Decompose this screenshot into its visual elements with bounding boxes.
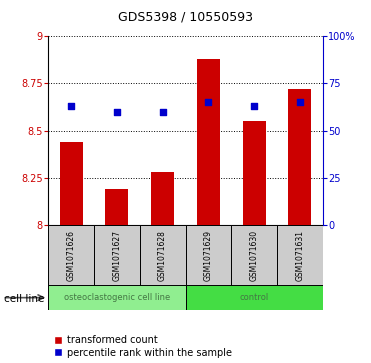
- Text: control: control: [240, 293, 269, 302]
- Bar: [60, 142, 82, 225]
- Point: [297, 99, 303, 105]
- Bar: [231, 225, 277, 287]
- Text: GSM1071629: GSM1071629: [204, 231, 213, 281]
- Text: cell line: cell line: [4, 294, 44, 305]
- Text: GSM1071627: GSM1071627: [112, 231, 121, 281]
- Point: [160, 109, 165, 115]
- Bar: [243, 121, 266, 225]
- Point: [68, 103, 74, 109]
- Bar: [186, 285, 323, 310]
- Text: GSM1071626: GSM1071626: [67, 231, 76, 281]
- Text: GSM1071631: GSM1071631: [295, 231, 304, 281]
- Text: osteoclastogenic cell line: osteoclastogenic cell line: [64, 293, 170, 302]
- Bar: [277, 225, 323, 287]
- Point: [206, 99, 211, 105]
- Bar: [48, 285, 186, 310]
- Bar: [140, 225, 186, 287]
- Point: [114, 109, 120, 115]
- Legend: transformed count, percentile rank within the sample: transformed count, percentile rank withi…: [53, 335, 232, 358]
- Point: [251, 103, 257, 109]
- Bar: [94, 225, 140, 287]
- Text: GSM1071630: GSM1071630: [250, 231, 259, 281]
- Bar: [289, 89, 311, 225]
- Bar: [151, 172, 174, 225]
- Bar: [105, 189, 128, 225]
- Bar: [197, 59, 220, 225]
- Bar: [48, 225, 94, 287]
- Bar: [186, 225, 231, 287]
- Text: GSM1071628: GSM1071628: [158, 231, 167, 281]
- Text: GDS5398 / 10550593: GDS5398 / 10550593: [118, 11, 253, 24]
